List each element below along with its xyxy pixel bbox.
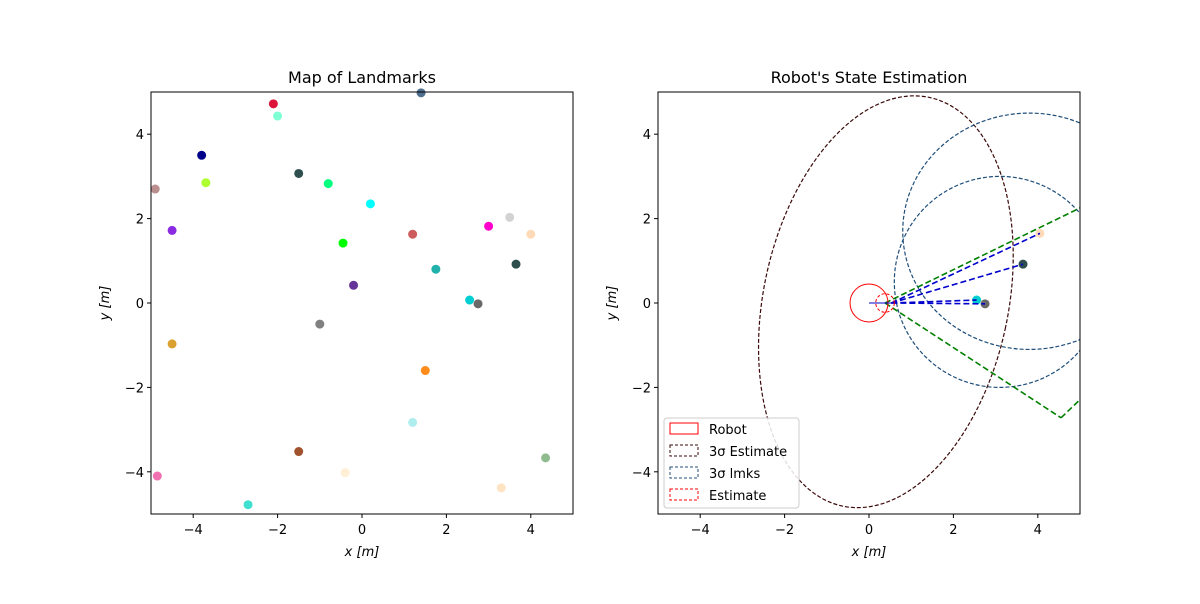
observation-ray xyxy=(891,302,986,305)
left-xtick-label: 2 xyxy=(442,523,450,538)
observation-ray xyxy=(891,263,1024,304)
right-ticks: −4 −2 0 2 4 −4 −2 0 2 4 xyxy=(632,128,1042,538)
legend-swatch-estimate xyxy=(669,488,699,501)
landmark-point xyxy=(340,468,350,478)
landmark-point xyxy=(315,319,325,329)
landmark-points xyxy=(150,88,551,510)
left-ytick-label: 4 xyxy=(136,128,144,143)
legend-entry-3sigma-estimate: 3σ Estimate xyxy=(669,444,787,460)
legend-entry-robot: Robot xyxy=(669,422,747,438)
landmark-point xyxy=(420,366,430,376)
fov-upper-line xyxy=(884,207,1080,304)
landmark-3sigma-ellipse xyxy=(893,175,1080,388)
landmark-point xyxy=(505,212,515,222)
left-ytick-label: 0 xyxy=(136,297,144,312)
landmark-point xyxy=(323,179,333,189)
landmark-point xyxy=(511,259,521,269)
landmark-point xyxy=(416,88,426,98)
legend-entry-3sigma-lmks: 3σ lmks xyxy=(669,466,760,482)
right-axes-frame xyxy=(657,91,1081,515)
landmark-point xyxy=(197,150,207,160)
right-xtick-label: −4 xyxy=(691,523,710,538)
landmark-point xyxy=(431,264,441,274)
legend-label-robot: Robot xyxy=(709,423,747,438)
landmark-point xyxy=(526,229,536,239)
estimate-circle xyxy=(875,293,895,313)
right-xtick-label: −2 xyxy=(775,523,794,538)
left-ticks: −4 −2 0 2 4 −4 −2 0 2 4 xyxy=(125,128,535,538)
left-xtick-label: −2 xyxy=(268,523,287,538)
legend-label-3sigma-estimate: 3σ Estimate xyxy=(709,445,787,460)
right-xtick-label: 4 xyxy=(1034,523,1042,538)
right-ytick-label: −4 xyxy=(632,466,651,481)
legend-label-estimate: Estimate xyxy=(709,489,766,504)
left-ytick-label: 2 xyxy=(136,213,144,228)
observation-ray xyxy=(891,232,1041,304)
landmark-point xyxy=(243,500,253,510)
landmark-point xyxy=(408,229,418,239)
estimate-3sigma-ellipse xyxy=(757,95,1014,509)
right-xlabel: x [m] xyxy=(851,545,887,560)
right-xtick-label: 0 xyxy=(865,523,873,538)
landmark-map-chart: Map of Landmarks −4 −2 0 2 4 −4 −2 0 2 4 x [m] y … xyxy=(98,68,574,560)
landmark-point xyxy=(150,184,160,194)
right-ytick-label: 2 xyxy=(643,213,651,228)
landmark-point xyxy=(294,168,304,178)
landmark-point xyxy=(365,199,375,209)
left-ylabel: y [m] xyxy=(98,286,113,322)
landmark-point xyxy=(152,471,162,481)
legend-box xyxy=(663,417,800,509)
landmark-point xyxy=(167,225,177,235)
landmark-point xyxy=(484,221,494,231)
landmark-point xyxy=(473,299,483,309)
landmark-point xyxy=(167,339,177,349)
legend-swatch-robot xyxy=(669,422,699,435)
legend-swatch-3sigma-lmks xyxy=(669,466,699,479)
fov-lower-line xyxy=(884,302,1062,419)
left-ytick-label: −4 xyxy=(125,466,144,481)
landmark-point xyxy=(268,99,278,109)
left-ytick-label: −2 xyxy=(125,381,144,396)
landmark-point xyxy=(541,453,551,463)
right-ytick-label: 4 xyxy=(643,128,651,143)
landmark-point xyxy=(465,295,475,305)
left-xtick-label: 0 xyxy=(358,523,366,538)
landmark-point xyxy=(294,447,304,457)
right-ytick-label: 0 xyxy=(643,297,651,312)
landmark-point xyxy=(273,111,283,121)
landmark-point xyxy=(408,417,418,427)
legend-swatch-3sigma-estimate xyxy=(669,444,699,457)
left-xtick-label: 4 xyxy=(527,523,535,538)
fov-arc xyxy=(1060,398,1080,419)
legend-entry-estimate: Estimate xyxy=(669,488,766,504)
right-ytick-label: −2 xyxy=(632,381,651,396)
right-chart-title: Robot's State Estimation xyxy=(771,68,968,87)
legend-label-3sigma-lmks: 3σ lmks xyxy=(709,467,760,482)
left-xtick-label: −4 xyxy=(184,523,203,538)
right-xtick-label: 2 xyxy=(949,523,957,538)
left-axes-frame xyxy=(150,91,574,515)
landmark-point xyxy=(338,238,348,248)
left-chart-title: Map of Landmarks xyxy=(288,68,436,87)
landmark-point xyxy=(496,483,506,493)
right-plot-area xyxy=(757,95,1080,509)
legend: Robot 3σ Estimate 3σ lmks Estimate xyxy=(663,417,800,509)
state-estimation-chart: Robot's State Estimation −4 −2 0 2 4−4−2024 … xyxy=(605,68,1081,560)
landmark-point xyxy=(201,178,211,188)
right-ylabel: y [m] xyxy=(605,286,620,322)
left-xlabel: x [m] xyxy=(344,545,380,560)
landmark-3sigma-ellipse xyxy=(902,112,1080,350)
landmark-point xyxy=(349,280,359,290)
